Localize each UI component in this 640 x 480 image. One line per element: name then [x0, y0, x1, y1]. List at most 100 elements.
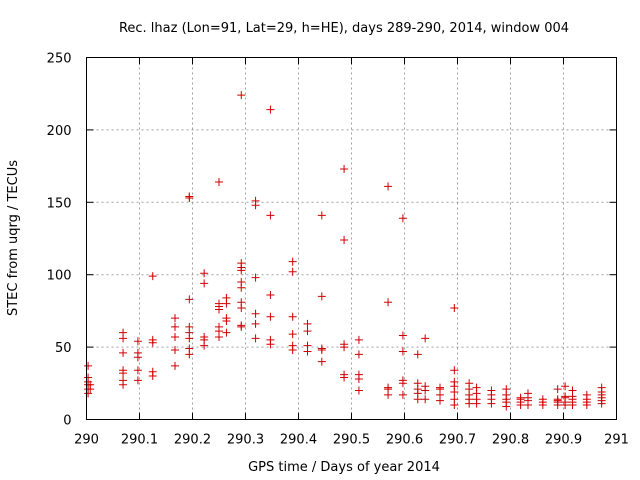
data-point — [251, 309, 260, 318]
x-tick-label: 290.5 — [333, 433, 370, 448]
data-point — [421, 395, 430, 404]
data-point — [251, 273, 260, 282]
data-point — [171, 332, 180, 341]
y-tick-label: 100 — [47, 269, 72, 284]
data-point — [288, 330, 297, 339]
data-points — [84, 91, 606, 411]
data-point — [568, 386, 577, 395]
data-point — [413, 350, 422, 359]
data-point — [84, 373, 93, 382]
data-point — [266, 105, 275, 114]
data-point — [222, 328, 231, 337]
data-point — [119, 376, 128, 385]
grid — [86, 57, 617, 420]
data-point — [354, 350, 363, 359]
data-point — [597, 383, 606, 392]
data-point — [450, 304, 459, 313]
data-point — [303, 319, 312, 328]
data-point — [384, 182, 393, 191]
y-tick-label: 250 — [47, 52, 72, 67]
data-point — [553, 385, 562, 394]
data-point — [215, 178, 223, 187]
data-point — [472, 383, 481, 392]
data-point — [133, 348, 142, 357]
data-point — [303, 341, 312, 350]
x-tick-label: 290.3 — [227, 433, 264, 448]
data-point — [84, 361, 93, 370]
data-point — [133, 376, 142, 385]
data-point — [288, 267, 297, 276]
data-point — [266, 290, 275, 299]
data-point — [237, 277, 246, 286]
x-tick-label: 290.6 — [386, 433, 423, 448]
data-point — [185, 192, 194, 201]
data-point — [553, 395, 562, 404]
data-point — [148, 367, 157, 376]
data-point — [288, 312, 297, 321]
data-point — [398, 376, 407, 385]
data-point — [288, 341, 297, 350]
x-tick-label: 290 — [74, 433, 99, 448]
data-point — [317, 357, 326, 366]
data-point — [222, 314, 231, 323]
data-point — [398, 347, 407, 356]
data-point — [354, 335, 363, 344]
data-point — [340, 235, 349, 244]
data-point — [119, 348, 128, 357]
data-point — [384, 383, 393, 392]
data-point — [266, 335, 275, 344]
x-tick-label: 290.7 — [439, 433, 476, 448]
data-point — [465, 379, 474, 388]
data-point — [119, 366, 128, 375]
data-point — [538, 395, 547, 404]
data-point — [133, 337, 142, 346]
data-point — [86, 380, 95, 389]
y-tick-label: 0 — [63, 414, 71, 429]
data-point — [251, 196, 260, 205]
x-tick-label: 290.8 — [492, 433, 529, 448]
x-tick-label: 290.4 — [280, 433, 317, 448]
data-point — [200, 269, 209, 278]
data-point — [317, 292, 326, 301]
data-point — [288, 257, 297, 266]
data-point — [237, 321, 246, 330]
data-point — [450, 395, 459, 404]
data-point — [502, 385, 511, 394]
data-point — [133, 366, 142, 375]
data-point — [171, 314, 180, 323]
data-point — [237, 259, 246, 268]
x-axis-label: GPS time / Days of year 2014 — [248, 460, 440, 475]
data-point — [171, 345, 180, 354]
data-point — [200, 332, 209, 341]
data-point — [561, 382, 570, 391]
data-point — [237, 298, 246, 307]
x-tick-label: 290.1 — [121, 433, 158, 448]
data-point — [354, 386, 363, 395]
data-point — [384, 298, 393, 307]
data-point — [119, 328, 128, 337]
data-point — [523, 389, 532, 398]
x-tick-label: 290.9 — [545, 433, 582, 448]
y-tick-label: 200 — [47, 124, 72, 139]
data-point — [340, 370, 349, 379]
data-point — [340, 164, 349, 173]
data-point — [317, 344, 326, 353]
x-tick-label: 290.2 — [174, 433, 211, 448]
data-point — [303, 327, 312, 336]
data-point — [266, 211, 275, 220]
data-point — [561, 392, 570, 401]
data-point — [215, 322, 223, 331]
chart-title: Rec. lhaz (Lon=91, Lat=29, h=HE), days 2… — [119, 21, 569, 36]
x-axis-ticks: 290 290.1 290.2 290.3 290.4 290.5 290.6 290.7 29… — [74, 57, 629, 448]
data-point — [222, 293, 231, 302]
data-point — [436, 383, 445, 392]
data-point — [185, 344, 194, 353]
y-tick-label: 150 — [47, 196, 72, 211]
data-point — [487, 386, 496, 395]
data-point — [421, 382, 430, 391]
data-point — [251, 334, 260, 343]
y-axis-label: STEC from uqrg / TECUs — [6, 160, 21, 316]
data-point — [148, 335, 157, 344]
data-point — [516, 393, 525, 402]
data-point — [251, 319, 260, 328]
